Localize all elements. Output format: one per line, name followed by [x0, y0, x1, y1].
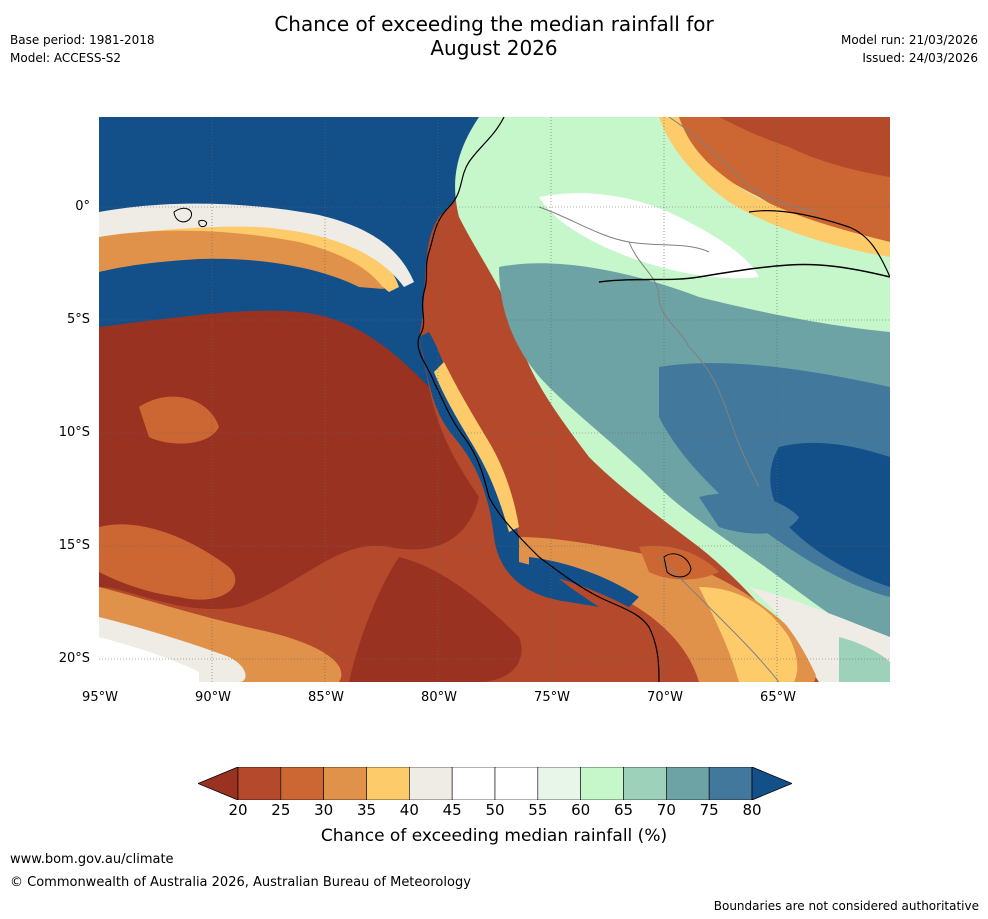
colorbar [196, 766, 794, 801]
map-canvas [99, 117, 890, 682]
pacific-sw-white [99, 637, 199, 682]
lon-label-75w: 75°W [534, 690, 570, 705]
graticule [99, 117, 890, 682]
colorbar-tick-60: 60 [571, 801, 591, 819]
colorbar-tick-75: 75 [699, 801, 719, 819]
lat-label-20s: 20°S [58, 651, 90, 666]
colorbar-segment-45-50 [451, 766, 496, 801]
model-text: Model: ACCESS-S2 [10, 51, 122, 65]
lon-label-80w: 80°W [421, 690, 457, 705]
disclaimer-text: Boundaries are not considered authoritat… [713, 899, 979, 913]
colorbar-segment-55-60 [537, 766, 581, 801]
colorbar-segment-35-40 [366, 766, 410, 801]
border-bolivia [658, 556, 780, 682]
lon-label-85w: 85°W [308, 690, 344, 705]
page-title: Chance of exceeding the median rainfall … [0, 12, 988, 60]
pacific-dry-south [349, 557, 522, 682]
colorbar-tick-70: 70 [656, 801, 676, 819]
colorbar-segment-40-45 [409, 766, 453, 801]
equator-neutral-band [99, 203, 414, 287]
colorbar-arrow-left [196, 766, 239, 801]
interior-very-wet-zone [770, 442, 890, 587]
border-peru-colombia [628, 241, 690, 348]
north-neutral-white [539, 193, 759, 279]
equator-orange-band [99, 230, 384, 289]
model-run-text: Model run: 21/03/2026 [840, 33, 978, 47]
colorbar-tick-80: 80 [742, 801, 762, 819]
colorbar-graphic [196, 766, 794, 801]
interior-wet-patch [699, 493, 799, 534]
pacific-dry-core [99, 261, 479, 610]
coastal-yellow-edge [434, 362, 519, 532]
colorbar-segment-50-55 [494, 766, 539, 801]
colorbar-segment-25-30 [280, 766, 324, 801]
lat-label-10s: 10°S [58, 425, 90, 440]
southern-yellow-patch [699, 587, 798, 682]
rainfall-map[interactable] [99, 117, 890, 682]
colorbar-tick-35: 35 [356, 801, 377, 819]
colorbar-segment-65-70 [623, 766, 667, 801]
colorbar-tick-50: 50 [485, 801, 505, 819]
colorbar-tick-30: 30 [314, 801, 334, 819]
lat-label-0: 0° [75, 199, 90, 214]
titicaca-dry-patch [639, 545, 719, 580]
coastal-wet-strip [419, 332, 599, 607]
colorbar-segment-60-65 [580, 766, 624, 801]
base-period-text: Base period: 1981-2018 [10, 33, 155, 47]
website-url[interactable]: www.bom.gov.au/climate [10, 852, 174, 867]
copyright-text: © Commonwealth of Australia 2026, Austra… [10, 875, 471, 890]
river-north [748, 210, 890, 278]
colorbar-tick-40: 40 [399, 801, 419, 819]
title-line-2: August 2026 [430, 36, 558, 60]
issued-text: Issued: 24/03/2026 [862, 51, 978, 65]
colorbar-tick-55: 55 [528, 801, 548, 819]
lat-label-15s: 15°S [58, 538, 90, 553]
lake-titicaca [663, 553, 692, 578]
border-peru-brazil [688, 346, 760, 488]
colorbar-tick-20: 20 [228, 801, 248, 819]
northeast-yellow-edge [659, 117, 890, 257]
colorbar-tick-65: 65 [613, 801, 634, 819]
colorbar-tick-45: 45 [442, 801, 462, 819]
galapagos-island-2 [198, 220, 208, 228]
title-line-1: Chance of exceeding the median rainfall … [274, 12, 714, 36]
colorbar-segment-75-80 [708, 766, 753, 801]
pacific-orange-patch-2 [99, 524, 236, 600]
lat-label-5s: 5°S [66, 312, 90, 327]
galapagos-island [173, 207, 193, 223]
colorbar-tick-25: 25 [271, 801, 291, 819]
northeast-dry-core [719, 117, 890, 177]
colorbar-title: Chance of exceeding median rainfall (%) [320, 826, 668, 846]
coastline [417, 117, 660, 682]
lon-label-70w: 70°W [647, 690, 683, 705]
colorbar-arrow-right [751, 766, 794, 801]
lon-label-65w: 65°W [760, 690, 796, 705]
southern-green-patch [839, 637, 890, 682]
colorbar-segment-20-25 [237, 766, 282, 801]
border-venezuela [668, 117, 820, 213]
colorbar-segment-30-35 [323, 766, 367, 801]
lon-label-90w: 90°W [195, 690, 231, 705]
colorbar-segment-70-75 [666, 766, 710, 801]
pacific-orange-patch [139, 396, 219, 444]
amazon-river [598, 263, 890, 283]
lon-label-95w: 95°W [82, 690, 118, 705]
